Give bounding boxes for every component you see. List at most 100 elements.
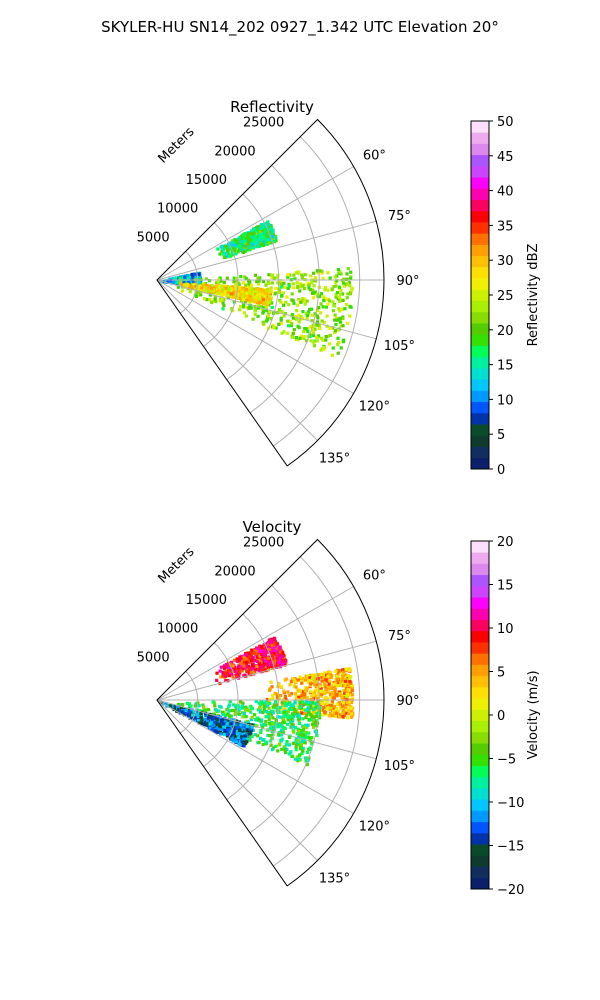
echo-pixel xyxy=(229,287,234,291)
echo-pixel xyxy=(269,286,273,290)
echo-pixel xyxy=(273,700,278,704)
echo-pixel xyxy=(223,666,227,670)
range-tick-label: 15000 xyxy=(186,593,227,608)
echo-pixel xyxy=(312,725,316,729)
colorbar-swatch xyxy=(471,132,489,144)
echo-pixel xyxy=(277,682,281,687)
colorbar-swatch xyxy=(471,177,489,189)
echo-pixel xyxy=(203,297,207,301)
colorbar-swatch xyxy=(471,199,489,212)
echo-pixel xyxy=(228,731,232,735)
echo-pixel xyxy=(231,664,235,668)
echo-pixel xyxy=(234,238,238,242)
echo-pixel xyxy=(335,290,340,295)
echo-pixel xyxy=(297,721,302,725)
colorbar-swatch xyxy=(471,686,489,699)
echo-pixel xyxy=(349,706,353,710)
echo-pixel xyxy=(186,276,190,280)
echo-pixel xyxy=(298,317,302,321)
echo-pixel xyxy=(268,227,272,231)
echo-pixel xyxy=(258,710,262,714)
echo-pixel xyxy=(293,712,298,716)
echo-pixel xyxy=(317,306,321,310)
echo-pixel xyxy=(209,720,213,725)
echo-pixel xyxy=(267,241,271,245)
echo-pixel xyxy=(218,276,222,280)
echo-pixel xyxy=(350,715,354,719)
echo-pixel xyxy=(218,725,222,729)
echo-pixel xyxy=(236,659,240,664)
echo-pixel xyxy=(314,708,318,712)
echo-pixel xyxy=(266,668,270,672)
echo-pixel xyxy=(185,274,189,278)
echo-pixel xyxy=(326,678,330,682)
colorbar-swatch xyxy=(471,266,489,279)
echo-pixel xyxy=(193,287,197,291)
echo-pixel xyxy=(196,714,200,718)
colorbar-swatch xyxy=(471,143,489,156)
echo-pixel xyxy=(220,293,225,297)
echo-pixel xyxy=(338,270,342,274)
echo-pixel xyxy=(333,329,338,333)
echo-pixel xyxy=(231,703,236,707)
echo-pixel xyxy=(250,728,254,732)
echo-pixel xyxy=(270,281,274,285)
echo-pixel xyxy=(328,680,332,684)
echo-pixel xyxy=(248,736,252,740)
echo-pixel xyxy=(282,720,287,724)
colorbar-swatch xyxy=(471,821,489,834)
echo-pixel xyxy=(318,326,322,330)
echo-pixel xyxy=(230,737,234,741)
echo-pixel xyxy=(210,287,214,291)
echo-pixel xyxy=(262,704,266,708)
echo-pixel xyxy=(216,716,220,720)
echo-pixel xyxy=(311,329,315,333)
echo-pixel xyxy=(339,292,343,296)
echo-pixel xyxy=(263,236,267,240)
echo-pixel xyxy=(237,674,241,678)
echo-pixel xyxy=(345,296,349,300)
echo-pixel xyxy=(242,711,246,715)
echo-pixel xyxy=(233,243,237,247)
echo-pixel xyxy=(259,298,263,302)
echo-pixel xyxy=(217,709,221,713)
range-tick-label: 5000 xyxy=(137,650,170,665)
echo-pixel xyxy=(242,737,246,741)
colorbar-swatch xyxy=(471,278,489,290)
echo-pixel xyxy=(222,280,226,285)
colorbar-tick-label: 35 xyxy=(497,219,514,234)
echo-pixel xyxy=(259,729,263,733)
echo-pixel xyxy=(326,302,330,306)
echo-pixel xyxy=(271,646,275,650)
echo-pixel xyxy=(263,289,267,293)
echo-pixel xyxy=(281,291,285,295)
echo-pixel xyxy=(227,714,232,718)
echo-pixel xyxy=(291,335,295,339)
echo-pixel xyxy=(262,653,266,657)
echo-pixel xyxy=(292,301,296,305)
echo-pixel xyxy=(241,250,246,254)
echo-pixel xyxy=(230,246,234,250)
echo-pixel xyxy=(194,294,199,298)
echo-pixel xyxy=(249,245,253,249)
echo-pixel xyxy=(283,748,287,752)
echo-pixel xyxy=(205,722,209,726)
echo-pixel xyxy=(316,682,320,686)
echo-pixel xyxy=(323,683,327,687)
echo-pixel xyxy=(253,667,257,671)
echo-pixel xyxy=(344,675,348,679)
echo-pixel xyxy=(216,727,220,731)
echo-pixel xyxy=(312,340,316,344)
echo-pixel xyxy=(227,674,231,678)
echo-pixel xyxy=(239,738,243,742)
azimuth-gridline xyxy=(156,220,377,281)
range-tick-label: 10000 xyxy=(157,622,198,637)
echo-pixel xyxy=(264,723,268,727)
echo-pixel xyxy=(322,347,326,351)
echo-pixel xyxy=(230,251,234,255)
echo-pixel xyxy=(214,708,218,712)
echo-pixel xyxy=(320,676,324,680)
echo-pixel xyxy=(343,307,347,311)
echo-pixel xyxy=(274,744,278,748)
echo-pixel xyxy=(316,700,320,704)
